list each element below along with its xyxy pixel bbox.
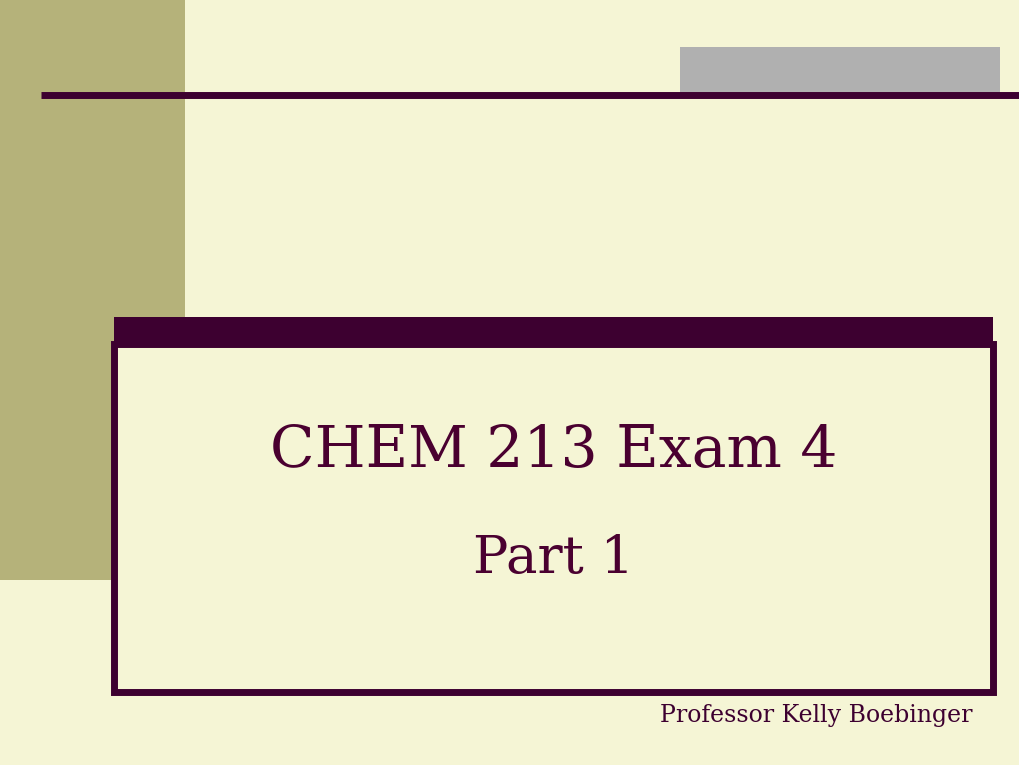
Text: CHEM 213 Exam 4: CHEM 213 Exam 4 [270,423,837,480]
Bar [114,344,993,692]
Text: Part 1: Part 1 [473,533,634,584]
Bar [680,47,999,95]
Bar [114,317,993,346]
Bar [0,0,184,580]
Text: Professor Kelly Boebinger: Professor Kelly Boebinger [659,704,971,727]
